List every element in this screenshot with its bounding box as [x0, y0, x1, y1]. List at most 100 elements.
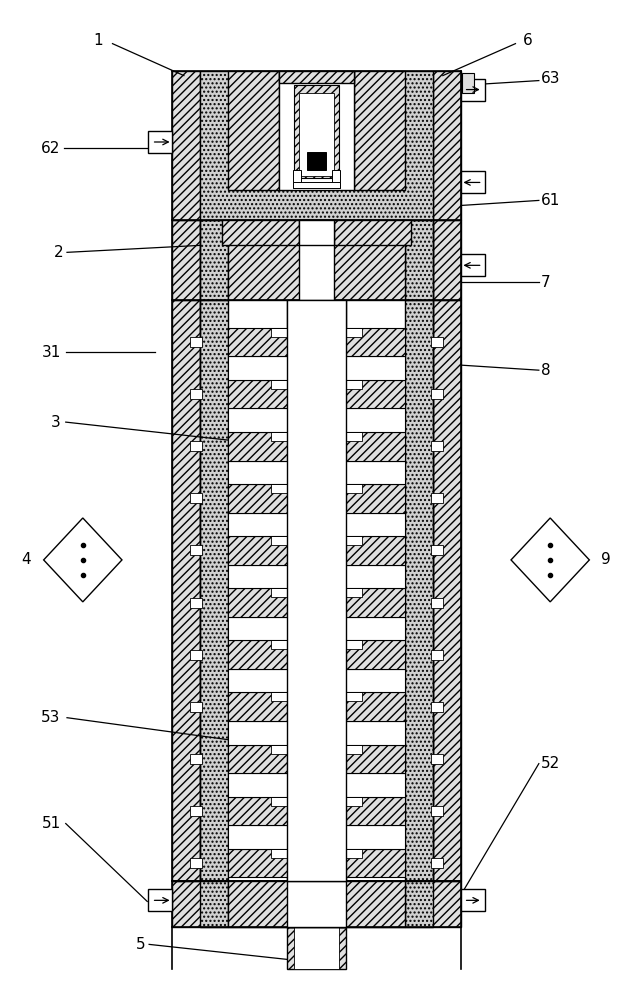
Bar	[432, 754, 443, 764]
Bar	[271, 640, 287, 649]
Text: 53: 53	[41, 710, 61, 725]
Bar	[271, 692, 287, 701]
Bar	[271, 797, 287, 806]
Bar	[346, 328, 405, 356]
Bar	[228, 71, 279, 190]
Bar	[432, 598, 443, 608]
Bar	[346, 849, 362, 858]
Bar	[461, 73, 474, 93]
Bar	[228, 513, 405, 536]
Bar	[432, 545, 443, 555]
Bar	[228, 640, 287, 669]
Bar	[228, 692, 287, 721]
Bar	[460, 79, 484, 101]
Bar	[271, 484, 287, 493]
Bar	[287, 300, 346, 881]
Bar	[346, 432, 362, 441]
Text: 1: 1	[94, 33, 103, 48]
Bar	[279, 71, 354, 83]
Bar	[346, 588, 405, 617]
Bar	[228, 356, 405, 380]
Bar	[173, 881, 460, 927]
Bar	[190, 702, 201, 712]
Bar	[271, 328, 287, 337]
Bar	[271, 745, 287, 754]
Bar	[432, 493, 443, 503]
Bar	[190, 441, 201, 451]
Bar	[432, 337, 443, 347]
Bar	[346, 536, 405, 565]
Bar	[228, 881, 405, 927]
Bar	[271, 432, 287, 441]
Bar	[346, 536, 362, 545]
Bar	[287, 881, 346, 927]
Bar	[200, 881, 228, 927]
Bar	[293, 182, 340, 188]
Text: 51: 51	[41, 816, 61, 831]
Bar	[190, 337, 201, 347]
Bar	[432, 389, 443, 399]
Bar	[228, 825, 405, 849]
Bar	[190, 806, 201, 816]
Bar	[149, 889, 173, 911]
Bar	[190, 754, 201, 764]
Bar	[287, 300, 346, 881]
Text: 2: 2	[54, 245, 64, 260]
Bar	[190, 858, 201, 868]
Bar	[346, 380, 362, 389]
Bar	[405, 220, 433, 300]
Bar	[200, 300, 228, 881]
Text: 7: 7	[541, 275, 550, 290]
Bar	[346, 484, 405, 513]
Text: 3: 3	[51, 415, 61, 430]
Bar	[149, 131, 173, 153]
Bar	[432, 650, 443, 660]
Bar	[228, 849, 287, 877]
Bar	[287, 881, 346, 927]
Bar	[279, 71, 354, 190]
Bar	[294, 85, 339, 178]
Text: 61: 61	[541, 193, 560, 208]
Text: 31: 31	[41, 345, 61, 360]
Text: 62: 62	[41, 141, 61, 156]
Bar	[190, 545, 201, 555]
Bar	[346, 797, 405, 825]
Bar	[228, 745, 287, 773]
Bar	[299, 220, 334, 245]
Bar	[460, 254, 484, 276]
Bar	[433, 220, 460, 300]
Bar	[228, 536, 287, 565]
Bar	[307, 152, 326, 170]
Bar	[228, 773, 405, 797]
Text: 8: 8	[541, 363, 550, 378]
Bar	[173, 220, 200, 300]
Bar	[346, 692, 362, 701]
Bar	[299, 220, 334, 300]
Text: 9: 9	[601, 552, 610, 567]
Bar	[405, 300, 433, 881]
Bar	[228, 408, 405, 432]
Bar	[228, 721, 405, 745]
Bar	[200, 220, 228, 300]
Text: 4: 4	[22, 552, 31, 567]
Bar	[346, 797, 362, 806]
Bar	[432, 441, 443, 451]
Bar	[346, 640, 362, 649]
Bar	[432, 806, 443, 816]
Bar	[346, 745, 405, 773]
Bar	[432, 702, 443, 712]
Bar	[346, 380, 405, 408]
Bar	[433, 300, 460, 881]
Bar	[228, 669, 405, 692]
Bar	[271, 536, 287, 545]
Bar	[271, 380, 287, 389]
Bar	[271, 849, 287, 858]
Bar	[228, 617, 405, 640]
Bar	[346, 640, 405, 669]
Bar	[460, 889, 484, 911]
Text: 63: 63	[541, 71, 560, 86]
Bar	[346, 849, 405, 877]
Bar	[346, 432, 405, 461]
Bar	[299, 93, 334, 176]
Bar	[294, 927, 339, 969]
